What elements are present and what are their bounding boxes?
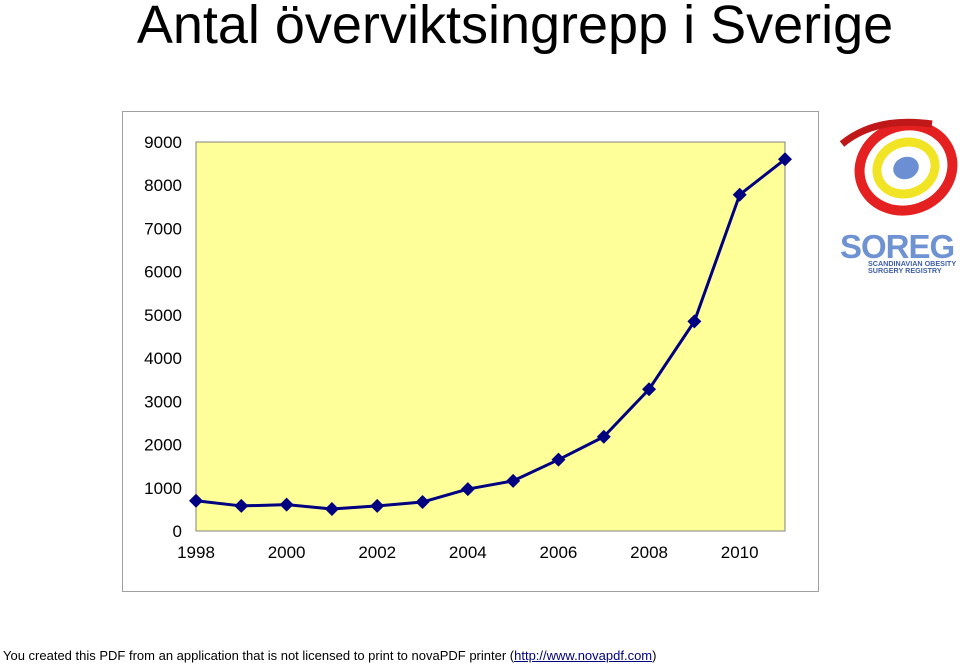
x-axis-ticks: 1998 2000 2002 2004 2006 2008 2010: [177, 543, 759, 562]
x-tick-label: 1998: [177, 543, 215, 562]
y-tick-label: 7000: [144, 219, 182, 238]
logo-subtitle-1: SCANDINAVIAN OBESITY: [868, 259, 956, 268]
logo-subtitle-2: SURGERY REGISTRY: [868, 266, 942, 275]
plot-background: [195, 141, 786, 532]
data-point-marker: [551, 452, 566, 467]
y-tick-label: 3000: [144, 392, 182, 411]
x-tick-label: 2008: [630, 543, 668, 562]
data-point-marker: [687, 314, 702, 329]
slide-title: Antal överviktsingrepp i Sverige: [136, 0, 894, 55]
data-point-marker: [279, 497, 294, 512]
logo-target-icon: [854, 120, 958, 216]
data-point-marker: [370, 498, 385, 513]
y-tick-label: 0: [173, 522, 182, 541]
data-point-marker: [732, 187, 747, 202]
x-tick-label: 2006: [540, 543, 578, 562]
y-tick-label: 6000: [144, 263, 182, 282]
chart-area: 0 1000 2000 3000 4000 5000 6000 7000 8000 9000 19…: [122, 111, 819, 592]
y-tick-label: 2000: [144, 436, 182, 455]
data-point-marker: [324, 501, 339, 516]
data-point-marker: [415, 495, 430, 510]
x-tick-label: 2010: [721, 543, 759, 562]
footer-text: You created this PDF from an application…: [3, 648, 515, 663]
data-point-marker: [506, 473, 521, 488]
x-tick-label: 2002: [358, 543, 396, 562]
soreg-logo: SOREG SCANDINAVIAN OBESITY SURGERY REGIS…: [836, 116, 960, 276]
x-tick-label: 2000: [268, 543, 306, 562]
data-point-marker: [778, 152, 792, 167]
data-point-marker: [189, 493, 203, 508]
footer-close: ): [652, 648, 657, 663]
y-tick-label: 5000: [144, 306, 182, 325]
data-point-marker: [642, 382, 657, 397]
y-tick-label: 4000: [144, 349, 182, 368]
y-axis-ticks: 0 1000 2000 3000 4000 5000 6000 7000 8000 9000: [144, 133, 182, 541]
data-point-marker: [234, 498, 249, 513]
logo-swoosh: [839, 118, 933, 147]
y-tick-label: 1000: [144, 479, 182, 498]
data-point-marker: [460, 482, 475, 497]
novapdf-link[interactable]: http://www.novapdf.com: [514, 648, 653, 663]
series-line: [195, 158, 786, 511]
line-chart: 0 1000 2000 3000 4000 5000 6000 7000 8000 9000 19…: [144, 133, 792, 562]
data-point-marker: [596, 429, 611, 444]
license-footer: You created this PDF from an application…: [3, 648, 656, 663]
series: [189, 152, 792, 516]
x-tick-label: 2004: [449, 543, 487, 562]
y-tick-label: 9000: [144, 133, 182, 152]
y-tick-label: 8000: [144, 176, 182, 195]
logo-wordmark: SOREG: [840, 228, 954, 265]
